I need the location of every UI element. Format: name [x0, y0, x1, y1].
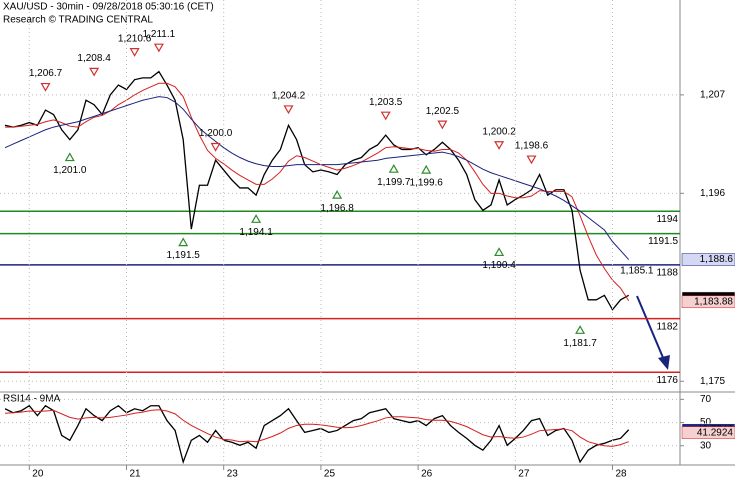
x-tick-label: 20	[32, 469, 44, 480]
target-label: 1,185.1	[620, 266, 654, 277]
target-arrow	[636, 295, 670, 370]
peak-label: 1,211.1	[143, 29, 176, 40]
peak-label: 1,208.4	[77, 53, 111, 64]
trough-marker	[388, 163, 399, 173]
peak-marker	[153, 43, 164, 53]
peak-marker	[283, 105, 294, 115]
rsi-title: RSI14 - 9MA	[3, 394, 61, 405]
arrow-line	[636, 295, 665, 361]
chart-title: XAU/USD - 30min - 09/28/2018 05:30:16 (C…	[3, 2, 214, 13]
peak-marker	[89, 67, 100, 77]
peak-marker	[494, 141, 505, 150]
price-tag-label: 41.2924	[697, 427, 734, 438]
trough-label: 1,181.7	[563, 338, 597, 349]
series-line	[4, 96, 630, 260]
peak-marker	[129, 48, 140, 57]
series-line	[4, 409, 629, 447]
peak-marker	[210, 142, 221, 152]
price-tag	[681, 295, 735, 309]
level-label: 1194	[656, 214, 678, 225]
chart-subtitle: Research © TRADING CENTRAL	[3, 15, 153, 26]
arrow-head	[658, 355, 670, 370]
peak-label: 1,200.2	[482, 126, 516, 137]
x-tick-label: 25	[324, 469, 336, 480]
trough-label: 1,199.6	[410, 178, 444, 189]
level-label: 1188	[656, 268, 678, 279]
peak-label: 1,203.5	[369, 97, 403, 108]
price-tag	[681, 426, 735, 439]
y-tick-label: 1,207	[700, 90, 725, 101]
trough-marker	[64, 152, 75, 162]
peak-label: 1,202.5	[426, 106, 460, 117]
level-label: 1176	[656, 375, 678, 386]
trough-label: 1,191.5	[167, 250, 201, 261]
peak-label: 1,210.6	[118, 33, 152, 44]
trough-label: 1,190.4	[482, 260, 516, 271]
trough-label: 1,199.7	[377, 177, 411, 188]
series-line	[4, 404, 630, 465]
trough-marker	[575, 325, 586, 334]
x-tick-label: 23	[227, 469, 239, 480]
trough-marker	[421, 164, 432, 174]
trough-label: 1,194.1	[239, 227, 273, 238]
price-tag-label: 1,183.88	[694, 296, 733, 307]
x-tick-label: 28	[616, 469, 628, 480]
x-tick-label: 26	[421, 469, 433, 480]
trough-marker	[494, 247, 505, 257]
y-tick-label: 50	[700, 417, 712, 428]
level-label: 1191.5	[648, 236, 678, 247]
price-tag-label: 1,188.6	[700, 254, 734, 265]
trough-marker	[251, 214, 262, 223]
peak-label: 1,198.6	[515, 141, 549, 152]
y-tick-label: 30	[700, 440, 712, 451]
trough-label: 1,196.8	[320, 203, 354, 214]
level-label: 1182	[656, 321, 678, 332]
peak-label: 1,204.2	[272, 91, 306, 102]
peak-label: 1,206.7	[29, 68, 63, 79]
price-tag	[681, 253, 735, 266]
y-tick-label: 1,196	[700, 188, 725, 199]
trough-marker	[178, 237, 189, 247]
trough-marker	[332, 189, 343, 199]
y-tick-label: 70	[700, 394, 712, 405]
peak-marker	[380, 111, 391, 121]
series-line	[4, 70, 630, 311]
peak-marker	[40, 82, 51, 92]
x-tick-label: 27	[518, 469, 530, 480]
peak-marker	[526, 155, 537, 165]
peak-label: 1,200.0	[199, 128, 233, 139]
x-tick-label: 21	[130, 469, 142, 480]
trough-label: 1,201.0	[53, 165, 87, 176]
y-tick-label: 1,175	[700, 376, 725, 387]
peak-marker	[437, 120, 448, 130]
